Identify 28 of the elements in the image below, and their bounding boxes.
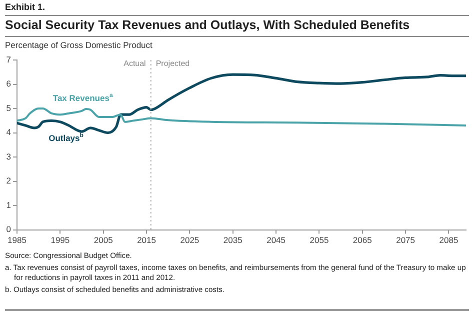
x-tick-label: 2005 [94,235,114,246]
x-tick-label: 2035 [223,235,243,246]
x-tick-label: 2045 [266,235,286,246]
x-tick-label: 1985 [8,235,27,246]
y-axis-title: Percentage of Gross Domestic Product [5,40,152,50]
y-tick-label: 3 [6,151,12,162]
y-tick-label: 1 [6,200,12,210]
text: Exhibit 1. [5,2,46,12]
x-tick-label: 1995 [50,235,70,246]
x-tick-label: 2075 [396,235,416,246]
y-tick-label: 0 [6,224,12,234]
y-tick-label: 7 [6,54,12,64]
y-tick-label: 5 [6,102,12,113]
x-tick-label: 2065 [352,235,372,246]
x-tick-label: 2085 [439,235,458,246]
line-series [17,108,466,126]
series-label: Tax Revenues$^{a}$ [52,92,113,102]
line-series [17,73,466,134]
chart-title: Social Security Tax Revenues and Outlays, With Scheduled Benefits [5,18,410,32]
y-tick-label: 4 [6,127,12,138]
x-tick-label: 2025 [180,235,200,246]
ref-line-label: Actual [124,59,146,68]
y-tick-label: 6 [6,78,12,89]
annotation: Projected [156,59,190,68]
y-tick-label: 2 [6,176,12,186]
x-tick-label: 2055 [310,235,329,246]
series-label: Outlays$^{b}$ [48,132,84,143]
x-tick-label: 2015 [137,235,156,246]
